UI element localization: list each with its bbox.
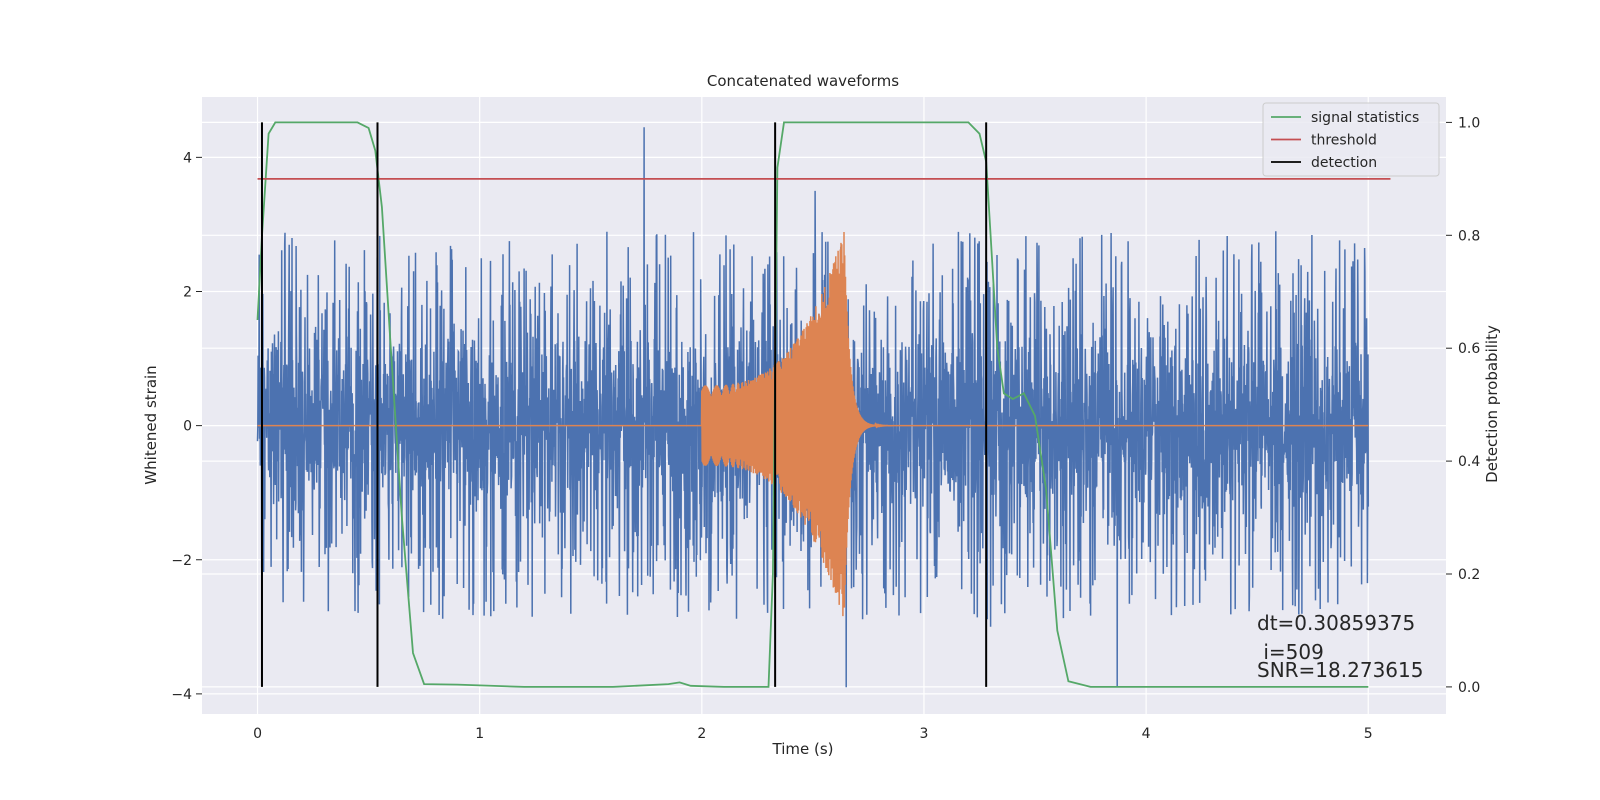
legend: signal statistics threshold detection bbox=[1262, 102, 1440, 177]
annotations: dt=0.30859375 i=509 SNR=18.273615 bbox=[1257, 611, 1423, 682]
signal-statistics-line bbox=[256, 121, 1369, 688]
y-tick-label: −2 bbox=[171, 553, 192, 569]
x-tick-label: 0 bbox=[253, 726, 262, 742]
x-tick-label: 3 bbox=[920, 726, 929, 742]
template-chirp-series bbox=[257, 231, 1369, 617]
y2-tick-label: 0.8 bbox=[1458, 228, 1480, 244]
y-tick-label: 4 bbox=[183, 150, 192, 166]
y-tick-label: 0 bbox=[183, 419, 192, 435]
y-axis-label: Whitened strain bbox=[142, 365, 160, 484]
chart-title: Concatenated waveforms bbox=[707, 72, 899, 90]
legend-label: detection bbox=[1311, 155, 1377, 171]
y2-tick-label: 0.2 bbox=[1458, 567, 1480, 583]
y-tick-label: 2 bbox=[183, 284, 192, 300]
y2-tick-label: 0.0 bbox=[1458, 680, 1480, 696]
plot-content bbox=[256, 121, 1391, 688]
x-axis-label: Time (s) bbox=[772, 740, 834, 758]
annotation-dt: dt=0.30859375 bbox=[1257, 611, 1415, 635]
x-tick-label: 2 bbox=[697, 726, 706, 742]
annotation-i: i=509 bbox=[1257, 640, 1324, 664]
x-tick-label: 4 bbox=[1142, 726, 1151, 742]
y2-axis-label: Detection probability bbox=[1483, 325, 1501, 483]
y2-tick-label: 1.0 bbox=[1458, 115, 1480, 131]
x-tick-label: 5 bbox=[1364, 726, 1373, 742]
annotation-snr: SNR=18.273615 bbox=[1257, 658, 1423, 682]
axes: 0 1 2 3 4 5 −4 −2 0 2 4 0.0 0.2 0.4 0.6 0.8 1.0 bbox=[171, 115, 1480, 742]
y2-tick-label: 0.6 bbox=[1458, 341, 1480, 357]
x-tick-label: 1 bbox=[475, 726, 484, 742]
y2-tick-label: 0.4 bbox=[1458, 454, 1480, 470]
legend-box bbox=[1262, 102, 1440, 177]
y-tick-label: −4 bbox=[171, 687, 192, 703]
legend-label: threshold bbox=[1311, 133, 1377, 149]
legend-label: signal statistics bbox=[1311, 110, 1419, 126]
